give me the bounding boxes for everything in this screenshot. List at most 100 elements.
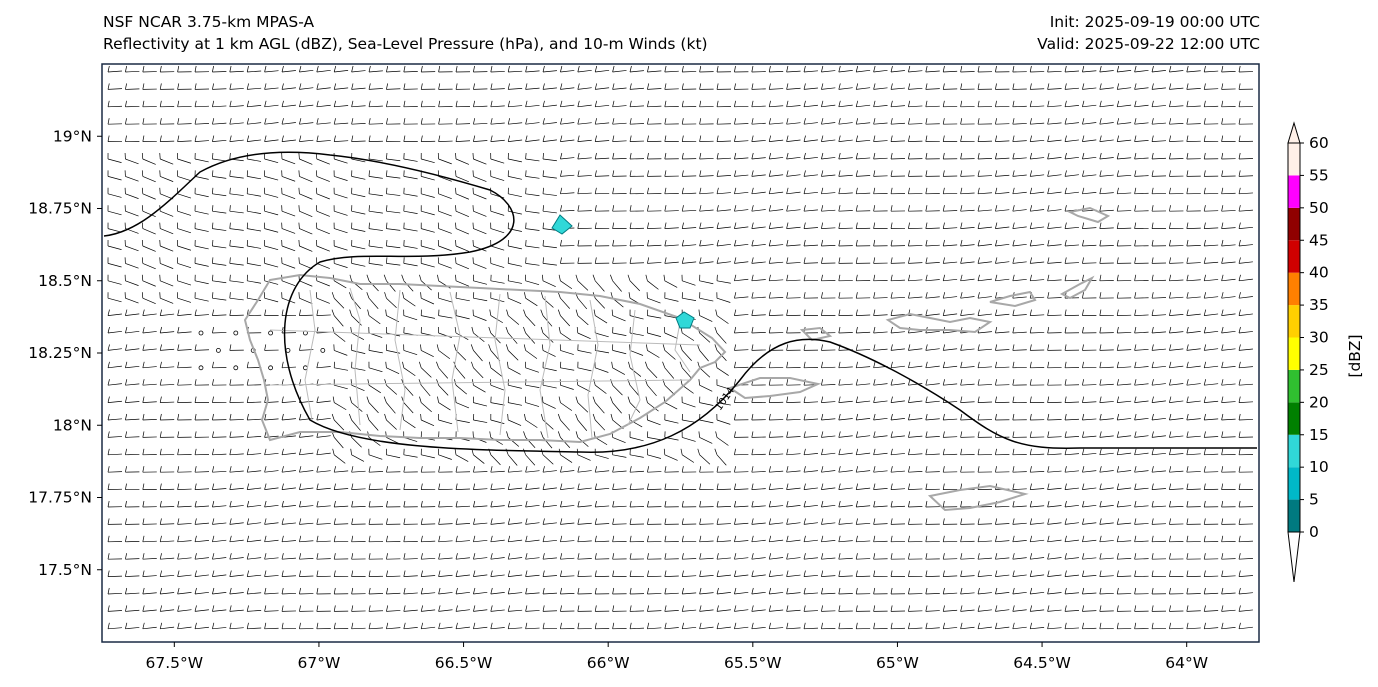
wind-barb-icon [629, 170, 645, 177]
wind-barb-icon [664, 118, 679, 125]
wind-barb-icon [803, 413, 818, 421]
wind-barb-icon [768, 257, 784, 264]
wind-barb-icon [890, 535, 906, 543]
wind-barb-icon [699, 65, 714, 73]
y-axis: 19°N18.75°N18.5°N18.25°N18°N17.75°N17.5°… [28, 127, 102, 579]
wind-barb-icon [821, 292, 836, 299]
wind-barb-icon [525, 587, 540, 595]
wind-barb-icon [1238, 553, 1253, 560]
wind-barb-icon [107, 344, 122, 351]
wind-barb-icon [1029, 344, 1045, 351]
wind-barb-icon [455, 65, 471, 73]
wind-barb-icon [333, 483, 349, 490]
wind-barb-icon [1151, 83, 1166, 90]
x-tick-label: 66.5°W [435, 654, 493, 672]
wind-barb-icon [229, 65, 244, 73]
wind-barb-icon [1012, 483, 1027, 490]
wind-barb-icon [995, 222, 1010, 229]
wind-barb-icon [142, 379, 157, 386]
wind-barb-icon [751, 292, 766, 299]
wind-barb-icon [560, 187, 575, 195]
tortola-coast [989, 290, 1037, 308]
wind-barb-icon [699, 152, 714, 160]
wind-barb-icon [821, 535, 836, 543]
wind-barb-icon [1151, 500, 1166, 508]
wind-barb-icon [577, 205, 592, 212]
wind-barb-icon [803, 239, 818, 247]
wind-barb-icon [194, 152, 209, 163]
wind-barb-icon [594, 83, 610, 90]
wind-barb-icon [419, 396, 432, 413]
wind-barb-icon [734, 205, 749, 212]
wind-barb-icon [890, 118, 905, 125]
wind-barb-icon [332, 448, 346, 464]
wind-barb-icon [908, 553, 923, 560]
wind-barb-icon [1238, 65, 1254, 73]
wind-barb-icon [177, 396, 192, 403]
wind-barb-icon [977, 622, 992, 630]
wind-barb-icon [838, 100, 853, 108]
wind-barb-icon [890, 222, 906, 229]
wind-barb-icon [1012, 326, 1027, 334]
wind-barb-icon [873, 587, 888, 595]
wind-barb-icon [1186, 257, 1201, 264]
wind-barb-icon [577, 361, 592, 372]
wind-barb-icon [125, 309, 140, 316]
wind-barb-icon [194, 257, 209, 267]
wind-barb-icon [873, 379, 888, 386]
wind-barb-icon [368, 135, 384, 142]
wind-barb-icon [177, 152, 192, 164]
wind-barb-icon [647, 466, 662, 473]
wind-barb-icon [281, 257, 296, 269]
vieques-coast [727, 377, 822, 400]
wind-barb-icon [264, 466, 279, 473]
wind-barb-icon [420, 466, 436, 473]
wind-barb-icon [908, 361, 923, 369]
wind-barb-icon [873, 326, 888, 334]
wind-barb-icon [1047, 622, 1062, 630]
wind-barb-icon [629, 500, 645, 508]
wind-barb-icon [1151, 205, 1167, 212]
wind-barb-icon [212, 518, 227, 525]
wind-barb-icon [194, 500, 209, 508]
wind-barb-icon [786, 222, 801, 229]
wind-barb-icon [455, 483, 471, 490]
wind-barb-icon [1186, 518, 1201, 525]
wind-barb-icon [351, 344, 366, 354]
wind-barb-icon [803, 118, 818, 125]
wind-barb-icon [246, 570, 262, 577]
wind-barb-icon [699, 466, 714, 473]
wind-barb-icon [246, 466, 262, 473]
wind-barb-icon [350, 448, 365, 462]
wind-barb-icon [977, 135, 993, 142]
wind-barb-icon [351, 535, 366, 543]
wind-barb-icon [629, 587, 645, 595]
wind-barb-icon [420, 413, 435, 427]
wind-barb-icon [977, 187, 992, 195]
wind-barb-icon [455, 622, 470, 630]
wind-barb-icon [403, 239, 418, 249]
wind-barb-icon [1203, 292, 1219, 299]
wind-barb-icon [1151, 326, 1166, 334]
wind-barb-icon [1047, 379, 1062, 386]
wind-barb-icon [1203, 152, 1219, 160]
wind-barb-icon [977, 65, 993, 73]
wind-barb-icon [177, 587, 192, 595]
wind-barb-icon [664, 483, 679, 490]
wind-barb-icon [403, 118, 418, 125]
wind-barb-icon [490, 135, 505, 142]
wind-barb-icon [1221, 622, 1236, 630]
wind-barb-icon [1238, 205, 1253, 212]
wind-barb-icon [873, 65, 888, 73]
wind-barb-icon [908, 622, 923, 630]
wind-barb-icon [594, 152, 610, 160]
wind-barb-icon [1099, 100, 1114, 108]
wind-barb-icon [316, 535, 331, 543]
wind-barb-icon [1169, 379, 1184, 386]
wind-barb-icon [855, 152, 871, 160]
wind-barb-icon [523, 344, 538, 359]
wind-barbs [107, 65, 1254, 630]
wind-barb-icon [577, 344, 592, 354]
wind-barb-icon [124, 239, 139, 252]
